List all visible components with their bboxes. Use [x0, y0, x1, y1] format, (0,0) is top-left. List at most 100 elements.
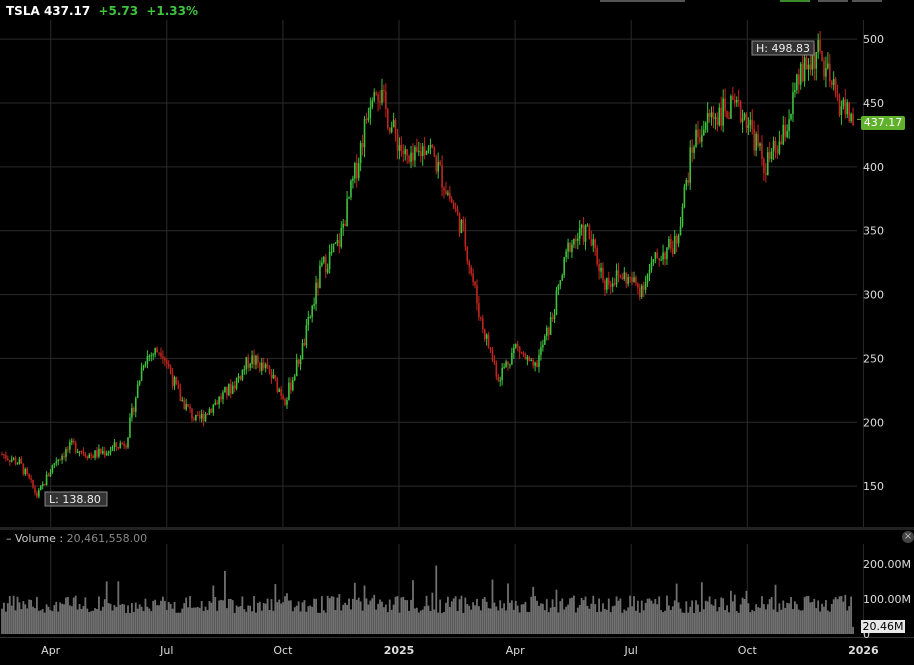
candle-body	[323, 256, 325, 263]
volume-bar	[547, 612, 550, 634]
candle-body	[844, 99, 847, 115]
candle-body	[576, 238, 579, 241]
candle-body	[522, 352, 525, 354]
candle-body	[656, 252, 659, 259]
candle-body	[584, 225, 587, 242]
candle-body	[247, 357, 250, 368]
volume-bar	[681, 612, 684, 634]
candle-body	[262, 362, 265, 369]
candle-body	[103, 450, 106, 456]
ticker-price: 437.17	[43, 4, 91, 18]
price-tick-label: 150	[863, 480, 884, 493]
volume-bar	[289, 600, 292, 634]
candle-body	[664, 252, 666, 260]
candle-body	[538, 354, 540, 367]
volume-bar	[510, 600, 513, 634]
volume-bar	[92, 610, 95, 634]
candle-body	[836, 94, 839, 97]
volume-bar	[846, 610, 849, 634]
candle-body	[635, 277, 637, 284]
candle-body	[507, 361, 509, 365]
candle-body	[483, 329, 486, 339]
candle-body	[852, 113, 854, 126]
time-tick-label: Apr	[506, 644, 526, 657]
volume-bar	[26, 608, 29, 634]
close-icon[interactable]: ×	[902, 531, 914, 543]
volume-bar	[59, 602, 62, 634]
volume-bar	[786, 602, 789, 634]
volume-bar	[121, 603, 124, 634]
volume-bar	[80, 608, 83, 634]
candle-body	[189, 406, 191, 409]
volume-bars	[1, 565, 854, 634]
volume-bar	[493, 602, 496, 634]
volume-bar	[258, 601, 261, 634]
candle-body	[794, 90, 796, 93]
candle-body	[218, 396, 220, 405]
candle-body	[726, 111, 728, 118]
volume-bar	[37, 610, 40, 634]
volume-bar	[456, 611, 459, 634]
candle-body	[198, 415, 201, 419]
candle-body	[666, 247, 668, 260]
volume-bar	[784, 607, 787, 634]
candle-body	[7, 458, 9, 461]
candle-body	[449, 192, 451, 199]
candle-body	[61, 455, 63, 460]
volume-bar	[3, 602, 5, 634]
volume-bar	[291, 611, 294, 634]
candle-body	[592, 239, 595, 246]
high-annotation-box	[751, 40, 815, 56]
volume-bar	[607, 598, 610, 634]
volume-bar	[644, 603, 647, 634]
candle-body	[590, 238, 593, 246]
volume-bar	[72, 597, 75, 634]
candle-body	[728, 117, 730, 119]
volume-bar	[288, 600, 290, 634]
candle-body	[627, 277, 629, 284]
volume-bar	[357, 597, 360, 634]
volume-bar	[129, 612, 131, 634]
volume-bar	[208, 600, 211, 634]
candle-body	[702, 129, 705, 136]
volume-bar	[815, 608, 818, 634]
candle-body	[755, 133, 757, 151]
volume-bar	[832, 599, 835, 634]
candle-body	[489, 347, 492, 351]
candle-body	[828, 63, 831, 82]
volume-bar	[394, 596, 397, 634]
volume-label[interactable]: – Volume :	[6, 532, 64, 545]
volume-bar	[311, 606, 314, 634]
candle-body	[823, 60, 825, 77]
candle-body	[513, 347, 515, 354]
candle-body	[286, 399, 288, 405]
volume-bar	[189, 596, 191, 634]
candle-body	[326, 269, 329, 273]
volume-bar	[474, 605, 476, 634]
candle-body	[24, 468, 27, 475]
last-price-tag: 437.17	[861, 116, 905, 130]
candle-body	[381, 89, 383, 103]
candle-body	[803, 57, 806, 82]
volume-bar	[392, 604, 395, 634]
volume-bar	[181, 608, 184, 634]
candle-body	[26, 468, 29, 474]
candle-body	[532, 360, 534, 366]
candle-body	[165, 360, 168, 364]
candle-body	[348, 197, 350, 199]
volume-bar	[435, 565, 438, 634]
candle-body	[720, 107, 723, 126]
volume-bar	[384, 604, 387, 634]
candle-body	[30, 478, 32, 480]
candle-body	[136, 384, 139, 399]
candle-body	[59, 459, 61, 461]
volume-bar	[179, 612, 182, 634]
candle-body	[699, 137, 701, 142]
candle-body	[173, 377, 176, 386]
volume-bar	[297, 601, 300, 634]
candle-body	[152, 354, 155, 356]
candle-body	[49, 472, 52, 477]
volume-bar	[295, 605, 298, 634]
candle-body	[784, 124, 787, 137]
